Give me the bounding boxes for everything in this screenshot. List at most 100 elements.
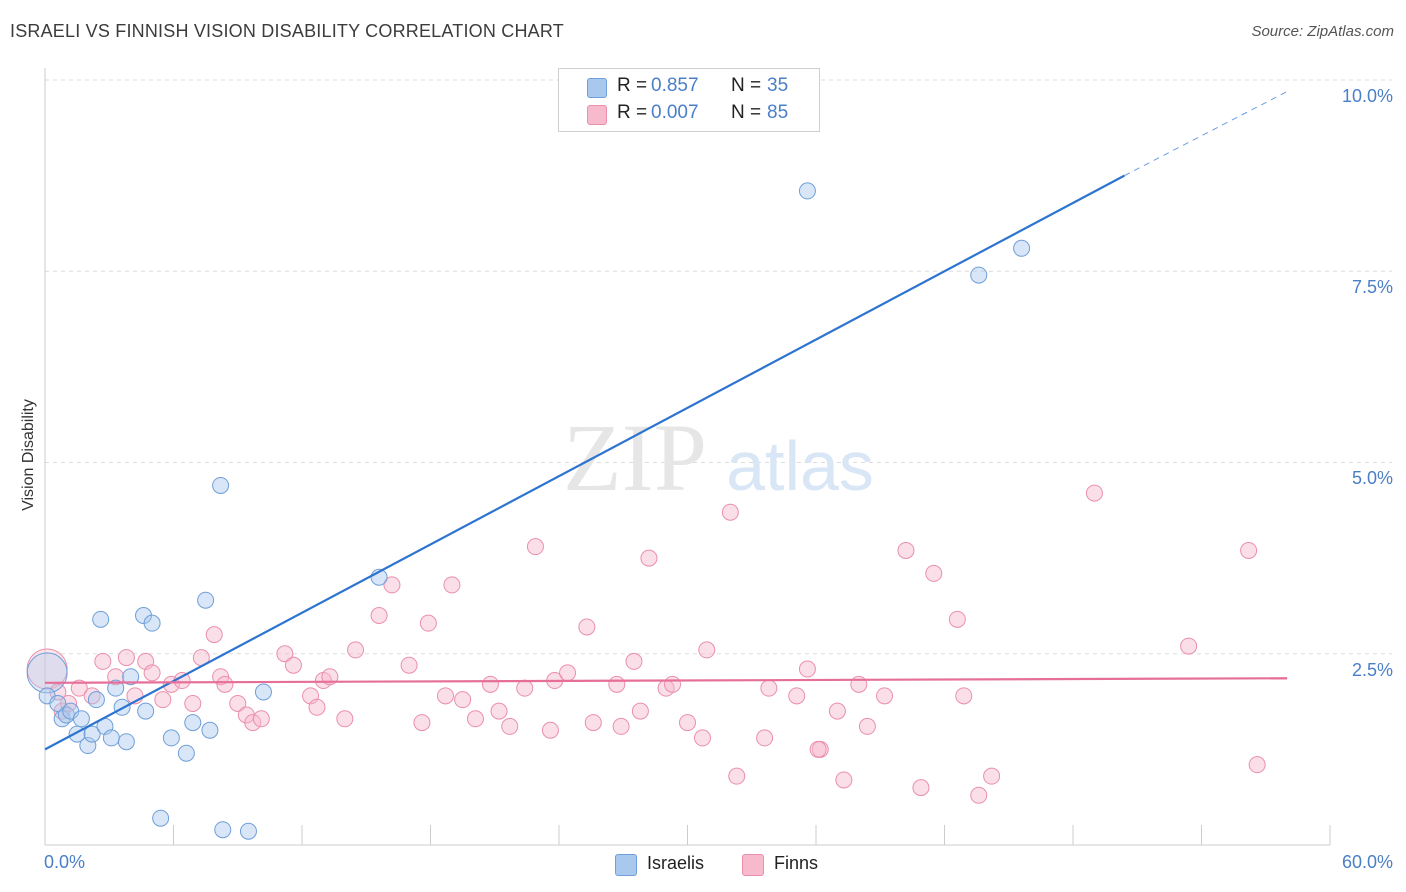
israelis-point [137,702,155,720]
israelis-point [102,729,120,747]
source-credit: Source: ZipAtlas.com [1251,23,1394,40]
finns-point [897,541,915,559]
y-tick-10-0: 10.0% [1341,86,1393,106]
finns-point [526,538,544,556]
finns-point [858,717,876,735]
finns-point [970,786,988,804]
finns-point [436,687,454,705]
israelis-trend-line [44,174,1125,751]
finns-point [809,740,827,758]
watermark-zip: ZIP [563,404,707,511]
finns-point [94,652,112,670]
finns-point [828,702,846,720]
finns-point [693,729,711,747]
israelis-point [970,266,988,284]
israelis-point [184,714,202,732]
finns-point [798,660,816,678]
finns-point [983,767,1001,785]
finns-point [454,691,472,709]
finns-point [70,679,88,697]
israelis-point [26,652,68,694]
israelis-point [162,729,180,747]
israelis-point [239,822,257,840]
israelis-point [83,725,101,743]
finns-point [205,626,223,644]
israelis-points [26,182,1031,840]
finns-point [835,771,853,789]
israelis-point [87,691,105,709]
finns-point [252,710,270,728]
finns-point [501,717,519,735]
finns-point [1240,541,1258,559]
finns-point [955,687,973,705]
finns-point [516,679,534,697]
finns-point [481,675,499,693]
legend-r-label: R = [617,75,648,96]
legend-swatch-israelis [587,78,607,98]
israelis-point [1013,239,1031,257]
finns-point [284,656,302,674]
finns-point [1248,756,1266,774]
finns-point [625,652,643,670]
finns-point [143,664,161,682]
finns-point [336,710,354,728]
israelis-point [254,683,272,701]
finns-point [443,576,461,594]
israelis-swatch-icon [615,854,637,876]
finns-point [490,702,508,720]
watermark: ZIP atlas [563,404,874,511]
israelis-legend-label: Israelis [647,853,705,873]
israelis-point [214,821,232,839]
israelis-point [117,733,135,751]
x-tick-right: 60.0% [1341,852,1393,872]
y-tick-5-0: 5.0% [1351,468,1393,488]
finns-point [466,710,484,728]
finns-point [383,576,401,594]
finns-point [608,675,626,693]
finns-point [400,656,418,674]
finns-point [788,687,806,705]
finns-point [419,614,437,632]
legend-n-label: N = [731,75,762,96]
finns-point [631,702,649,720]
finns-point [541,721,559,739]
israelis-point [72,710,90,728]
finns-point [728,767,746,785]
finns-point [756,729,774,747]
finns-point [664,675,682,693]
finns-point [912,779,930,797]
finns-point [584,714,602,732]
chart-title: ISRAELI VS FINNISH VISION DISABILITY COR… [10,21,564,41]
legend-swatch-finns [587,105,607,125]
finns-point [216,675,234,693]
finns-point [154,691,172,709]
legend-r-value: 0.007 [651,102,699,123]
finns-legend-label: Finns [774,853,819,873]
correlation-legend: R = 0.857 N = 35 R = 0.007 N = 85 [558,68,820,132]
legend-r-value: 0.857 [651,75,699,96]
israelis-point [92,610,110,628]
finns-point [721,503,739,521]
israelis-point [152,809,170,827]
watermark-atlas: atlas [726,427,874,505]
finns-point [559,664,577,682]
x-tick-left: 0.0% [44,852,86,872]
israelis-point [798,182,816,200]
israelis-point [201,721,219,739]
finns-point [370,607,388,624]
y-axis-label: Vision Disability [20,399,37,511]
finns-point [698,641,716,659]
finns-point [184,694,202,712]
finns-point [117,649,135,667]
finns-point [679,714,696,732]
finns-point [876,687,894,705]
finns-points [26,484,1266,804]
finns-point [578,618,596,636]
finns-trend-line [44,677,1288,684]
israelis-point [177,744,195,762]
finns-point [1085,484,1103,502]
grid-lines [45,79,1392,655]
finns-point [413,714,431,732]
finns-point [244,714,262,732]
